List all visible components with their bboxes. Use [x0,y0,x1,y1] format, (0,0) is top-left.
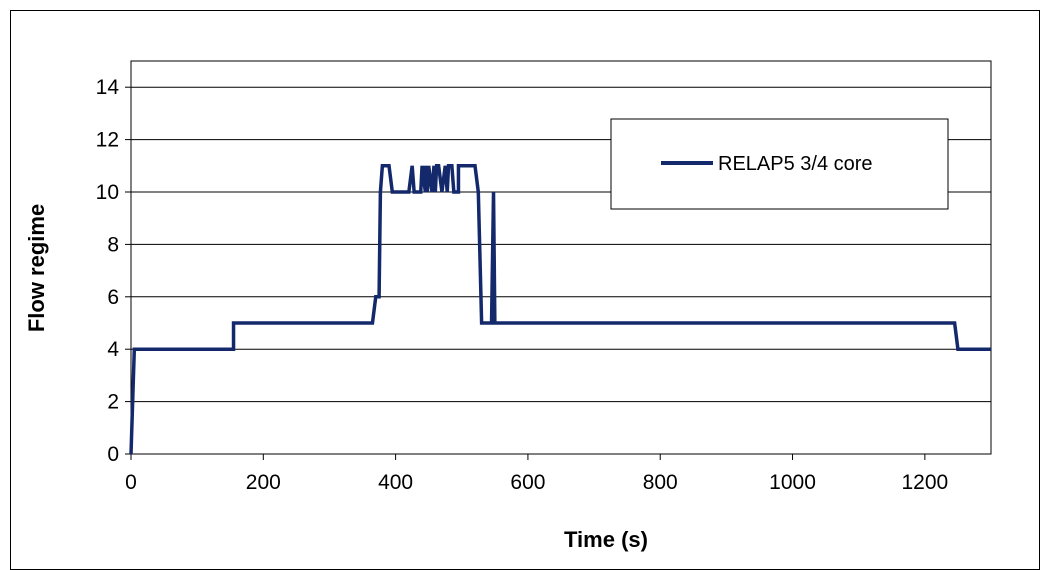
flow-regime-chart: 0 2 4 6 8 10 12 14 0 200 400 600 800 1000 1200 Time (s… [24,60,992,552]
y-tick-label: 6 [107,286,119,309]
x-tick-label: 800 [643,471,678,494]
x-axis-title: Time (s) [564,527,648,552]
x-tick-label: 1000 [769,471,816,494]
x-tick-label: 1200 [901,471,948,494]
y-tick-label: 12 [96,129,119,152]
chart-frame: 0 2 4 6 8 10 12 14 0 200 400 600 800 1000 1200 Time (s… [10,10,1040,570]
y-tick-label: 14 [96,76,120,99]
y-tick-label: 10 [96,181,119,204]
x-tick-label: 600 [510,471,545,494]
y-tick-label: 0 [107,443,119,466]
y-tick-label: 4 [107,338,119,361]
x-tick-label: 400 [378,471,413,494]
series-line-relap5 [129,164,991,455]
legend: RELAP5 3/4 core [610,118,949,210]
series-layer [129,164,991,455]
x-tick-label: 200 [246,471,281,494]
legend-label: RELAP5 3/4 core [718,153,873,175]
grid-layer [125,86,991,460]
y-tick-label: 8 [107,233,119,256]
y-tick-label: 2 [107,391,119,414]
y-axis-title: Flow regime [24,204,49,332]
tick-layer: 0 2 4 6 8 10 12 14 0 200 400 600 800 1000 1200 [96,76,949,494]
x-tick-label: 0 [125,471,137,494]
